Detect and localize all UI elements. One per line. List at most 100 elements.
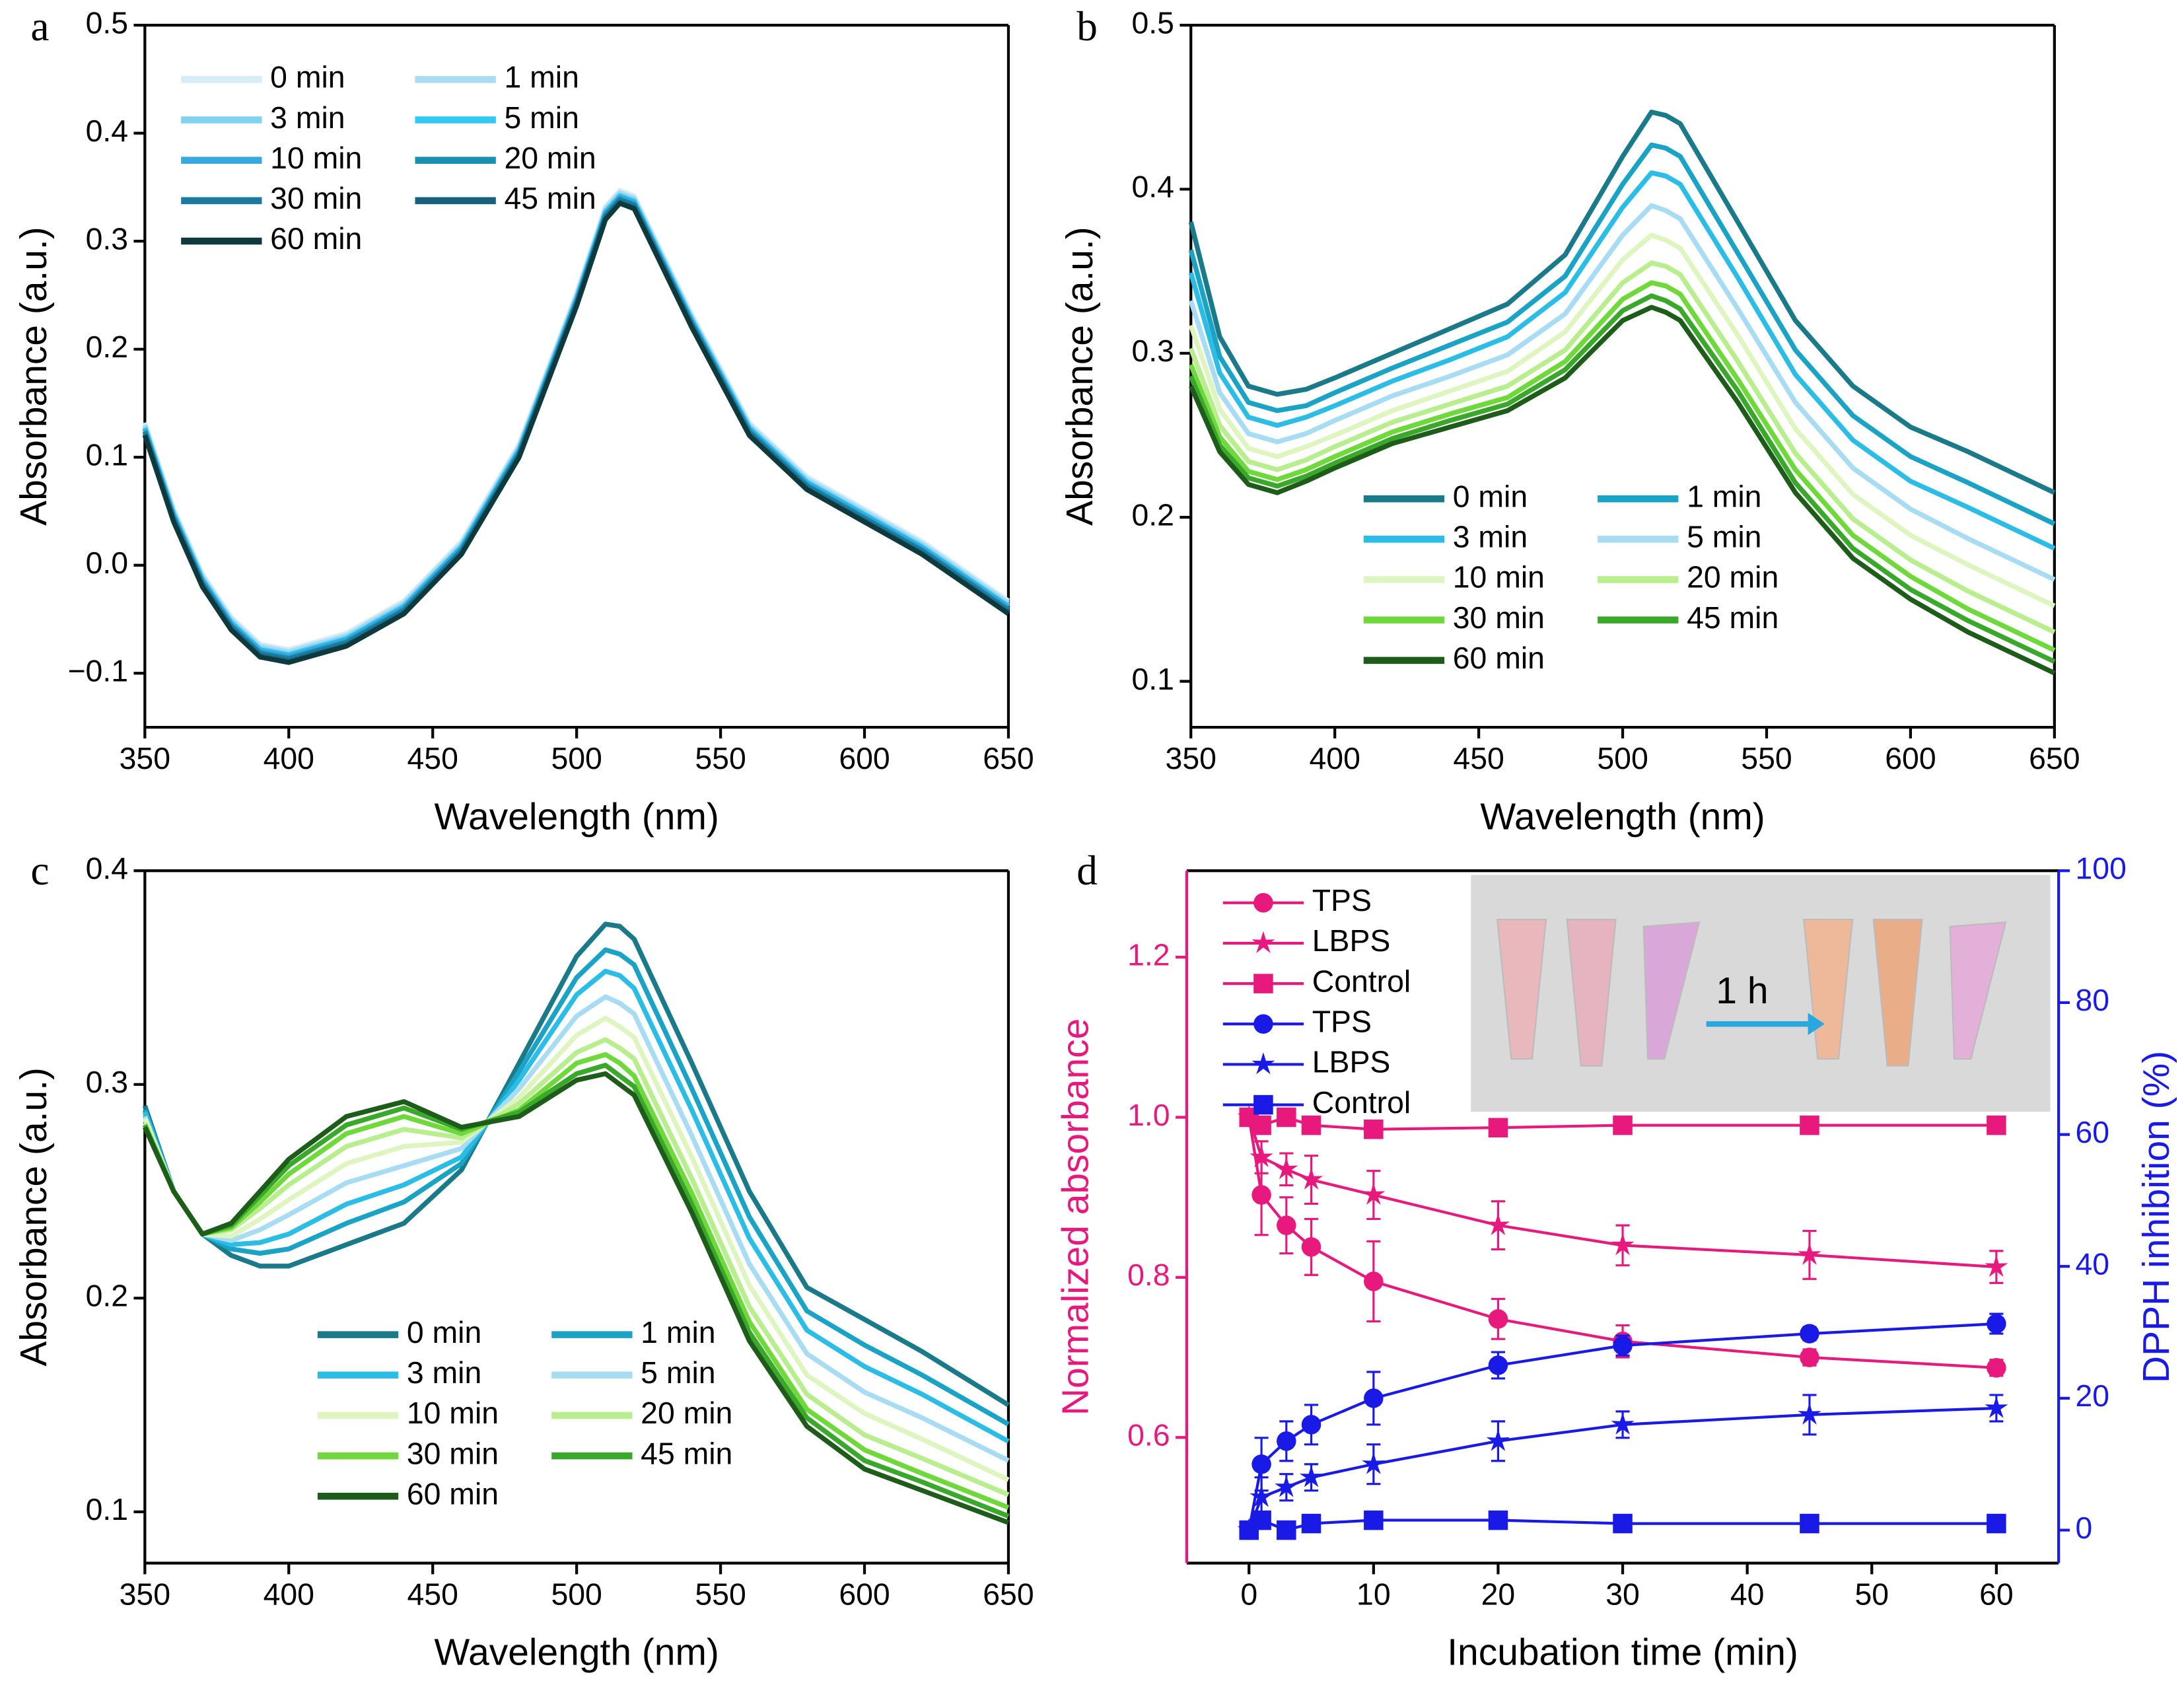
marker: [1488, 1510, 1508, 1530]
marker: [1987, 1314, 2006, 1334]
legend-label: 1 min: [504, 60, 579, 94]
series-line: [142, 190, 1010, 655]
x-tick-label: 550: [695, 1577, 746, 1611]
x-tick-label: 400: [264, 1577, 314, 1611]
panel-label: d: [1076, 847, 1098, 894]
series-line: [142, 201, 1010, 665]
legend-label: 5 min: [504, 100, 579, 135]
series-line: [142, 1063, 1010, 1519]
x-axis-label: Wavelength (nm): [434, 795, 719, 838]
legend-label: 10 min: [1453, 560, 1545, 594]
marker: [1613, 1115, 1633, 1135]
series-line: [142, 197, 1010, 662]
marker: [1985, 1396, 2008, 1418]
x-tick-label: 650: [983, 1577, 1034, 1611]
marker: [1251, 1454, 1271, 1474]
legend-label: LBPS: [1312, 1045, 1391, 1079]
x-axis-label: Wavelength (nm): [1480, 795, 1765, 838]
x-tick-label: 50: [1854, 1577, 1889, 1611]
marker: [1486, 1213, 1510, 1236]
marker: [1800, 1115, 1819, 1135]
series-line: [142, 968, 1010, 1444]
marker: [1798, 1402, 1821, 1425]
marker: [1299, 1167, 1323, 1190]
y-tick-label: 0.2: [86, 330, 128, 364]
legend-label: 30 min: [270, 181, 362, 215]
x-tick-label: 600: [839, 1577, 890, 1611]
x-tick-label: 450: [407, 741, 458, 775]
marker: [1299, 1465, 1323, 1487]
marker: [1364, 1510, 1384, 1530]
marker: [1488, 1118, 1508, 1138]
y-tick-label: 0.8: [1127, 1258, 1170, 1292]
legend-label: 10 min: [270, 141, 362, 175]
y-axis-label: Normalized absorbance: [1054, 1019, 1096, 1415]
legend-label: Control: [1312, 964, 1411, 998]
legend-label: 45 min: [1687, 600, 1779, 635]
x-axis-label: Incubation time (min): [1447, 1631, 1798, 1674]
legend-marker: [1253, 893, 1273, 913]
marker: [1251, 1510, 1271, 1530]
series-line: [1188, 233, 2056, 608]
x-tick-label: 600: [1885, 741, 1936, 775]
y2-axis-label: DPPH inhibition (%): [2135, 1051, 2177, 1383]
annotation: 1 h: [1716, 970, 1768, 1012]
x-tick-label: 400: [1309, 741, 1360, 775]
legend-marker: [1251, 931, 1275, 953]
series-line: [142, 188, 1010, 653]
legend-label: 3 min: [1453, 520, 1528, 554]
series-line: [142, 194, 1010, 659]
y2-tick-label: 20: [2075, 1379, 2109, 1413]
marker: [1488, 1355, 1508, 1375]
series-line: [1188, 142, 2056, 526]
marker: [1611, 1412, 1635, 1435]
marker: [1277, 1520, 1296, 1540]
legend-label: Control: [1312, 1085, 1411, 1120]
y-tick-label: 0.3: [1131, 334, 1174, 368]
marker: [1364, 1271, 1384, 1291]
x-tick-label: 500: [1597, 741, 1648, 775]
series-line: [142, 921, 1010, 1408]
y-tick-label: 0.5: [1131, 5, 1174, 40]
series-line: [142, 199, 1010, 664]
marker: [1987, 1513, 2006, 1534]
legend-label: 0 min: [270, 60, 345, 94]
marker: [1301, 1415, 1321, 1435]
legend-label: LBPS: [1312, 923, 1391, 958]
legend-marker: [1253, 1094, 1273, 1115]
x-tick-label: 10: [1356, 1577, 1391, 1611]
y2-tick-label: 40: [2075, 1247, 2109, 1281]
series-line: [1188, 280, 2056, 653]
legend-label: TPS: [1312, 1005, 1372, 1039]
x-tick-label: 450: [407, 1577, 458, 1611]
marker: [1613, 1513, 1633, 1534]
y-tick-label: 0.1: [1131, 662, 1174, 696]
marker: [1987, 1358, 2006, 1378]
x-tick-label: 600: [839, 741, 890, 775]
series-line: [1188, 203, 2056, 582]
series-line: [1188, 304, 2056, 676]
panel-label: a: [30, 3, 49, 50]
y-tick-label: 1.2: [1127, 937, 1170, 972]
legend-label: 5 min: [641, 1355, 715, 1390]
legend-label: 5 min: [1687, 520, 1761, 554]
y-tick-label: 0.4: [1131, 170, 1174, 204]
marker: [1364, 1119, 1384, 1139]
series-line: [142, 192, 1010, 657]
y-tick-label: 0.3: [86, 1065, 128, 1099]
legend-label: 60 min: [1453, 641, 1545, 675]
y2-tick-label: 100: [2075, 851, 2126, 886]
legend-label: 1 min: [1687, 479, 1761, 513]
marker: [1251, 1115, 1271, 1135]
marker: [1987, 1115, 2006, 1135]
series-line: [1188, 260, 2056, 635]
legend-label: 20 min: [1687, 560, 1779, 594]
y-tick-label: 0.2: [86, 1279, 128, 1313]
y-tick-label: 0.0: [86, 546, 128, 580]
series-line: [142, 196, 1010, 661]
y-axis-label: Absorbance (a.u.): [13, 1067, 55, 1367]
y-tick-label: 0.1: [86, 437, 128, 472]
x-tick-label: 550: [1741, 741, 1792, 775]
marker: [1301, 1237, 1321, 1257]
